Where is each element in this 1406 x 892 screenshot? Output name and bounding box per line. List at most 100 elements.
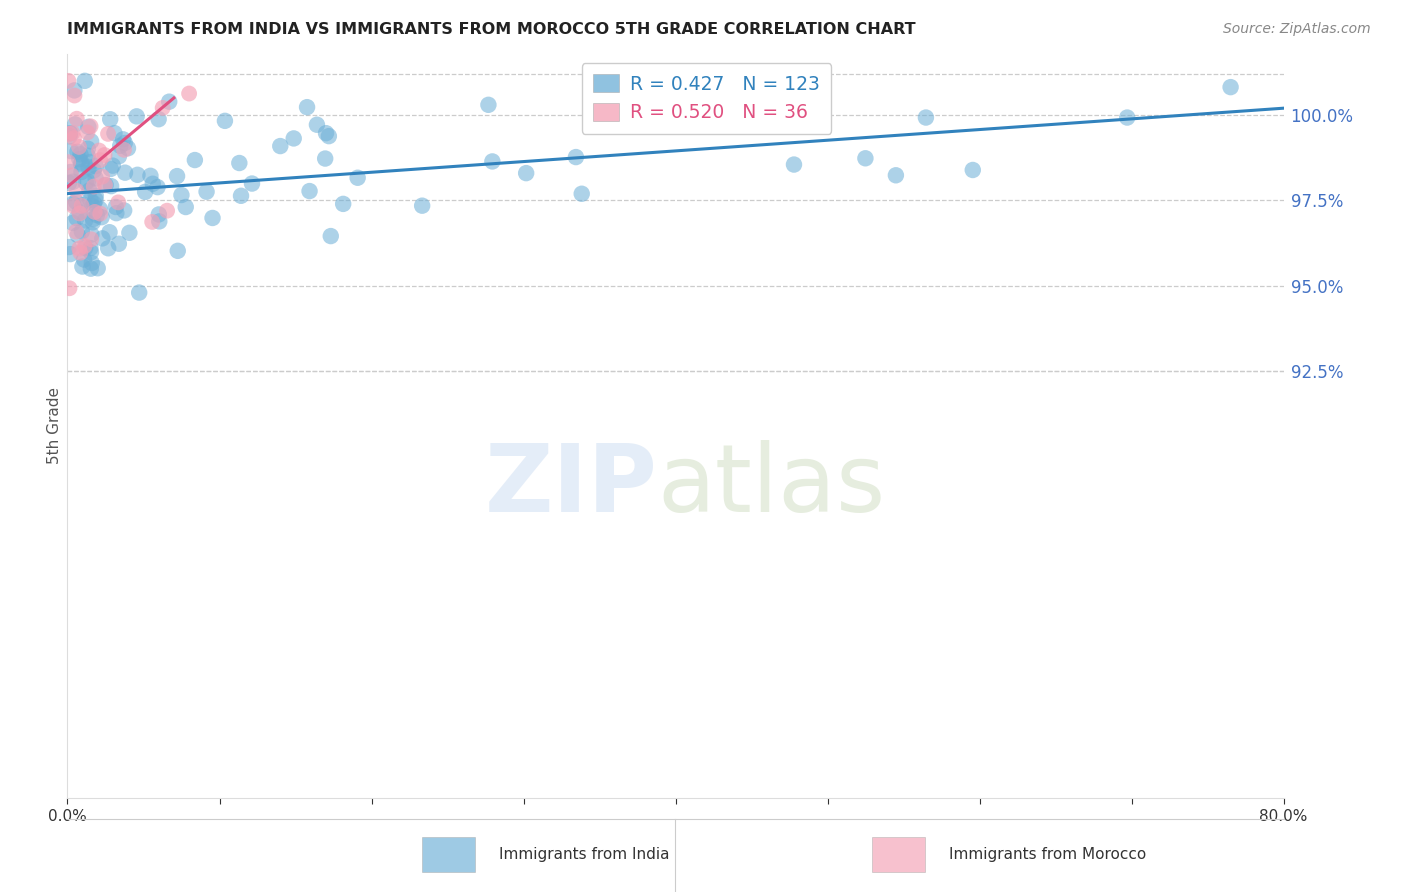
Point	[91, 169, 114, 184]
Point	[83, 205, 105, 219]
Y-axis label: 5th Grade: 5th Grade	[46, 387, 62, 465]
Point	[80, 256, 103, 270]
Point	[82, 212, 104, 227]
Point	[75, 241, 97, 255]
Point	[70, 224, 93, 238]
Point	[75, 213, 97, 227]
Point	[80, 134, 103, 148]
Point	[58, 240, 80, 254]
Point	[214, 113, 236, 128]
Point	[228, 156, 250, 170]
Point	[62, 196, 84, 211]
Point	[73, 252, 96, 267]
Point	[62, 199, 84, 213]
Point	[75, 176, 97, 190]
Point	[179, 87, 201, 101]
Point	[82, 215, 104, 229]
Point	[332, 197, 354, 211]
Point	[146, 180, 169, 194]
Point	[80, 227, 103, 242]
Point	[128, 285, 150, 300]
Point	[855, 151, 877, 165]
Point	[783, 157, 806, 171]
Point	[63, 83, 86, 97]
Point	[66, 112, 89, 126]
Point	[84, 171, 107, 186]
Point	[148, 214, 170, 228]
Point	[86, 261, 108, 276]
Point	[66, 145, 89, 159]
Point	[125, 109, 148, 123]
Point	[65, 184, 87, 198]
Point	[515, 166, 537, 180]
Point	[91, 231, 114, 245]
Point	[104, 200, 127, 214]
Point	[184, 153, 207, 167]
Point	[117, 141, 139, 155]
Point	[70, 165, 93, 179]
Point	[62, 175, 84, 189]
Point	[76, 149, 98, 163]
Point	[58, 127, 80, 141]
Point	[195, 185, 218, 199]
Point	[80, 261, 103, 276]
Point	[283, 131, 305, 145]
Point	[97, 241, 120, 255]
Point	[107, 195, 129, 210]
Point	[83, 196, 105, 211]
Point	[84, 188, 107, 202]
Point	[298, 184, 321, 198]
Point	[105, 206, 128, 220]
Point	[315, 126, 337, 140]
Point	[59, 165, 82, 179]
Point	[148, 207, 170, 221]
Point	[84, 193, 107, 207]
Point	[76, 125, 98, 139]
Point	[319, 229, 342, 244]
Point	[77, 161, 100, 175]
Point	[98, 112, 121, 127]
Point	[86, 208, 108, 222]
Point	[481, 154, 503, 169]
Point	[65, 225, 87, 239]
Point	[73, 74, 96, 88]
Point	[112, 132, 135, 146]
Point	[305, 118, 328, 132]
Point	[134, 185, 156, 199]
Point	[156, 203, 179, 218]
Point	[98, 225, 121, 239]
Point	[240, 177, 263, 191]
Text: Immigrants from Morocco: Immigrants from Morocco	[949, 847, 1146, 862]
Point	[94, 178, 117, 192]
Point	[72, 198, 94, 212]
Point	[101, 159, 124, 173]
Point	[174, 200, 197, 214]
Point	[127, 168, 149, 182]
Point	[157, 95, 180, 109]
Text: IMMIGRANTS FROM INDIA VS IMMIGRANTS FROM MOROCCO 5TH GRADE CORRELATION CHART: IMMIGRANTS FROM INDIA VS IMMIGRANTS FROM…	[67, 22, 917, 37]
Point	[565, 150, 588, 164]
Point	[69, 206, 91, 220]
Point	[80, 232, 103, 246]
Point	[63, 88, 86, 103]
Point	[170, 188, 193, 202]
Point	[477, 98, 499, 112]
Point	[70, 199, 93, 213]
Text: ZIP: ZIP	[485, 440, 658, 532]
Point	[915, 111, 938, 125]
Point	[112, 203, 135, 218]
Point	[90, 210, 112, 224]
Point	[58, 129, 80, 144]
Point	[108, 149, 131, 163]
Point	[83, 179, 105, 194]
Point	[884, 168, 907, 182]
Point	[79, 155, 101, 169]
Point	[103, 126, 125, 140]
Point	[69, 147, 91, 161]
Point	[63, 117, 86, 131]
Point	[76, 175, 98, 189]
Point	[70, 157, 93, 171]
Point	[59, 126, 82, 140]
Point	[59, 247, 82, 261]
Point	[112, 143, 135, 157]
